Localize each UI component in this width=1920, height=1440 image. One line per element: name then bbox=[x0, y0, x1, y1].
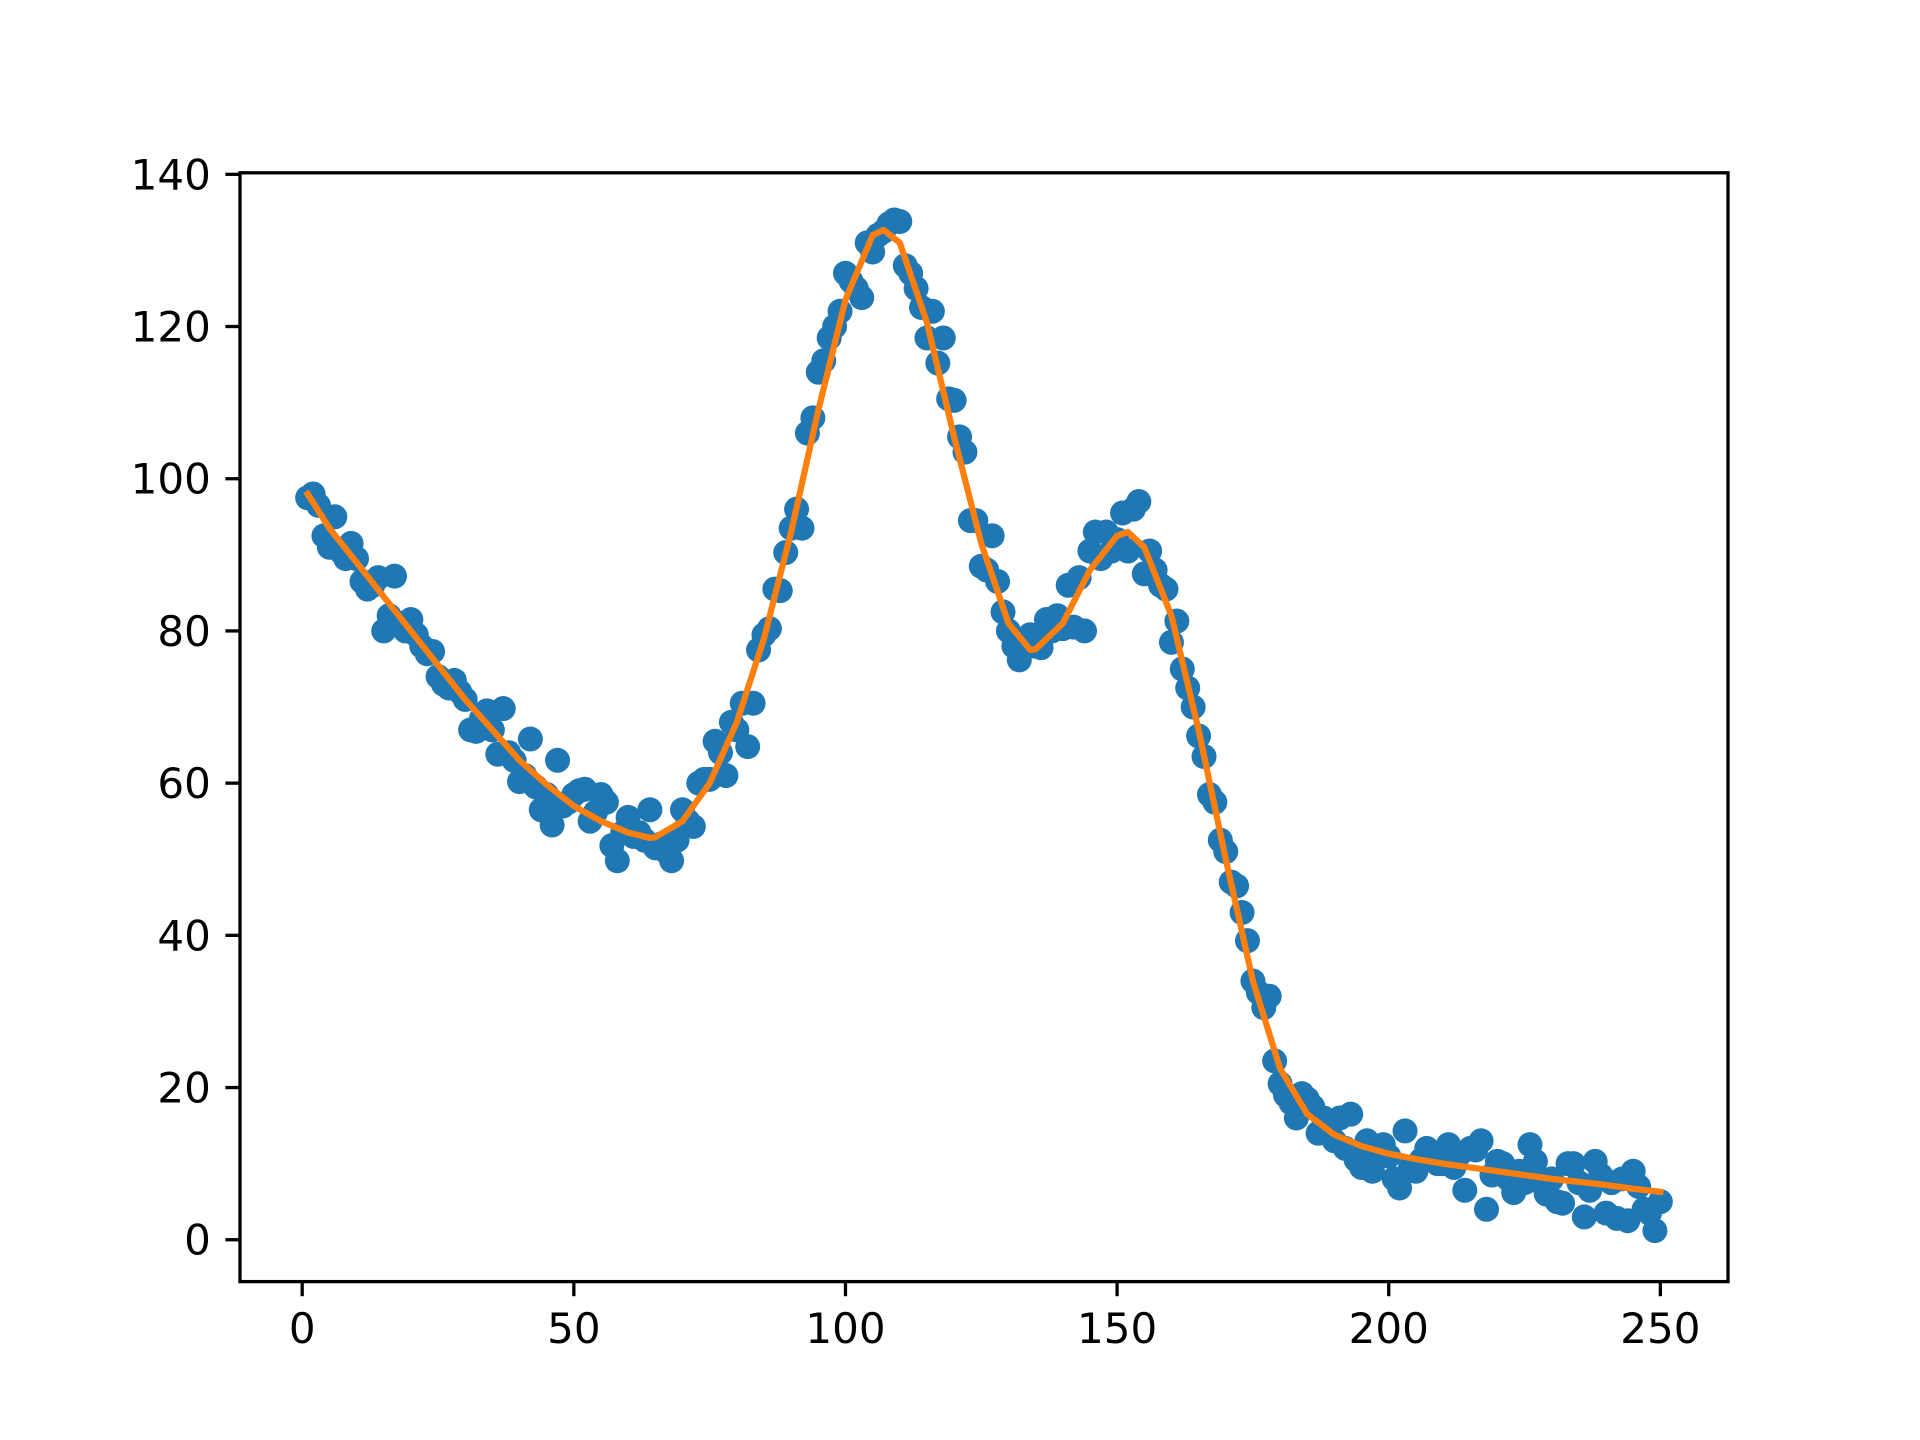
scatter-point bbox=[1550, 1190, 1576, 1216]
scatter-point bbox=[887, 209, 913, 235]
scatter-point bbox=[1359, 1158, 1385, 1184]
scatter-point bbox=[1468, 1128, 1494, 1154]
y-tick-label: 140 bbox=[131, 150, 211, 199]
y-tick-label: 120 bbox=[131, 303, 211, 352]
scatter-point bbox=[1338, 1101, 1364, 1127]
y-tick-label: 20 bbox=[157, 1064, 210, 1113]
scatter-point bbox=[1126, 489, 1152, 515]
y-tick-label: 60 bbox=[157, 759, 210, 808]
scatter-point bbox=[1522, 1148, 1548, 1174]
x-tick-label: 200 bbox=[1349, 1304, 1429, 1353]
x-tick-label: 0 bbox=[289, 1304, 316, 1353]
scatter-point bbox=[637, 797, 663, 823]
scatter-point bbox=[545, 747, 571, 773]
scatter-point bbox=[680, 814, 706, 840]
axes-frame bbox=[238, 171, 1730, 1284]
scatter-point bbox=[1006, 647, 1032, 673]
scatter-point bbox=[664, 827, 690, 853]
fit-line bbox=[303, 226, 1664, 1196]
x-tick-label: 150 bbox=[1077, 1304, 1157, 1353]
scatter-point bbox=[1452, 1177, 1478, 1203]
scatter-point bbox=[1642, 1218, 1668, 1244]
y-tick-label: 100 bbox=[131, 455, 211, 504]
scatter-point bbox=[1647, 1189, 1673, 1215]
scatter-point bbox=[849, 285, 875, 311]
scatter-point bbox=[930, 325, 956, 351]
scatter-point bbox=[1560, 1151, 1586, 1177]
scatter-point bbox=[420, 638, 446, 664]
scatter-point bbox=[490, 696, 516, 722]
scatter-point bbox=[517, 726, 543, 752]
scatter-point bbox=[735, 734, 761, 760]
scatter-point bbox=[1392, 1118, 1418, 1144]
scatter-point bbox=[1571, 1204, 1597, 1230]
scatter-point bbox=[382, 563, 408, 589]
scatter-point bbox=[1072, 618, 1098, 644]
scatter-point bbox=[713, 763, 739, 789]
scatter-point bbox=[1256, 983, 1282, 1009]
scatter-point bbox=[659, 848, 685, 874]
scatter-point bbox=[1115, 538, 1141, 564]
scatter-point bbox=[604, 848, 630, 874]
scatter-point bbox=[1387, 1175, 1413, 1201]
scatter-point bbox=[539, 812, 565, 838]
y-tick-label: 80 bbox=[157, 607, 210, 656]
x-tick-label: 250 bbox=[1620, 1304, 1700, 1353]
y-tick-label: 0 bbox=[184, 1216, 211, 1265]
scatter-point bbox=[1474, 1196, 1500, 1222]
scatter-point bbox=[593, 789, 619, 815]
x-tick-label: 50 bbox=[547, 1304, 600, 1353]
scatter-point bbox=[979, 523, 1005, 549]
y-tick-label: 40 bbox=[157, 911, 210, 960]
x-tick-label: 100 bbox=[805, 1304, 885, 1353]
